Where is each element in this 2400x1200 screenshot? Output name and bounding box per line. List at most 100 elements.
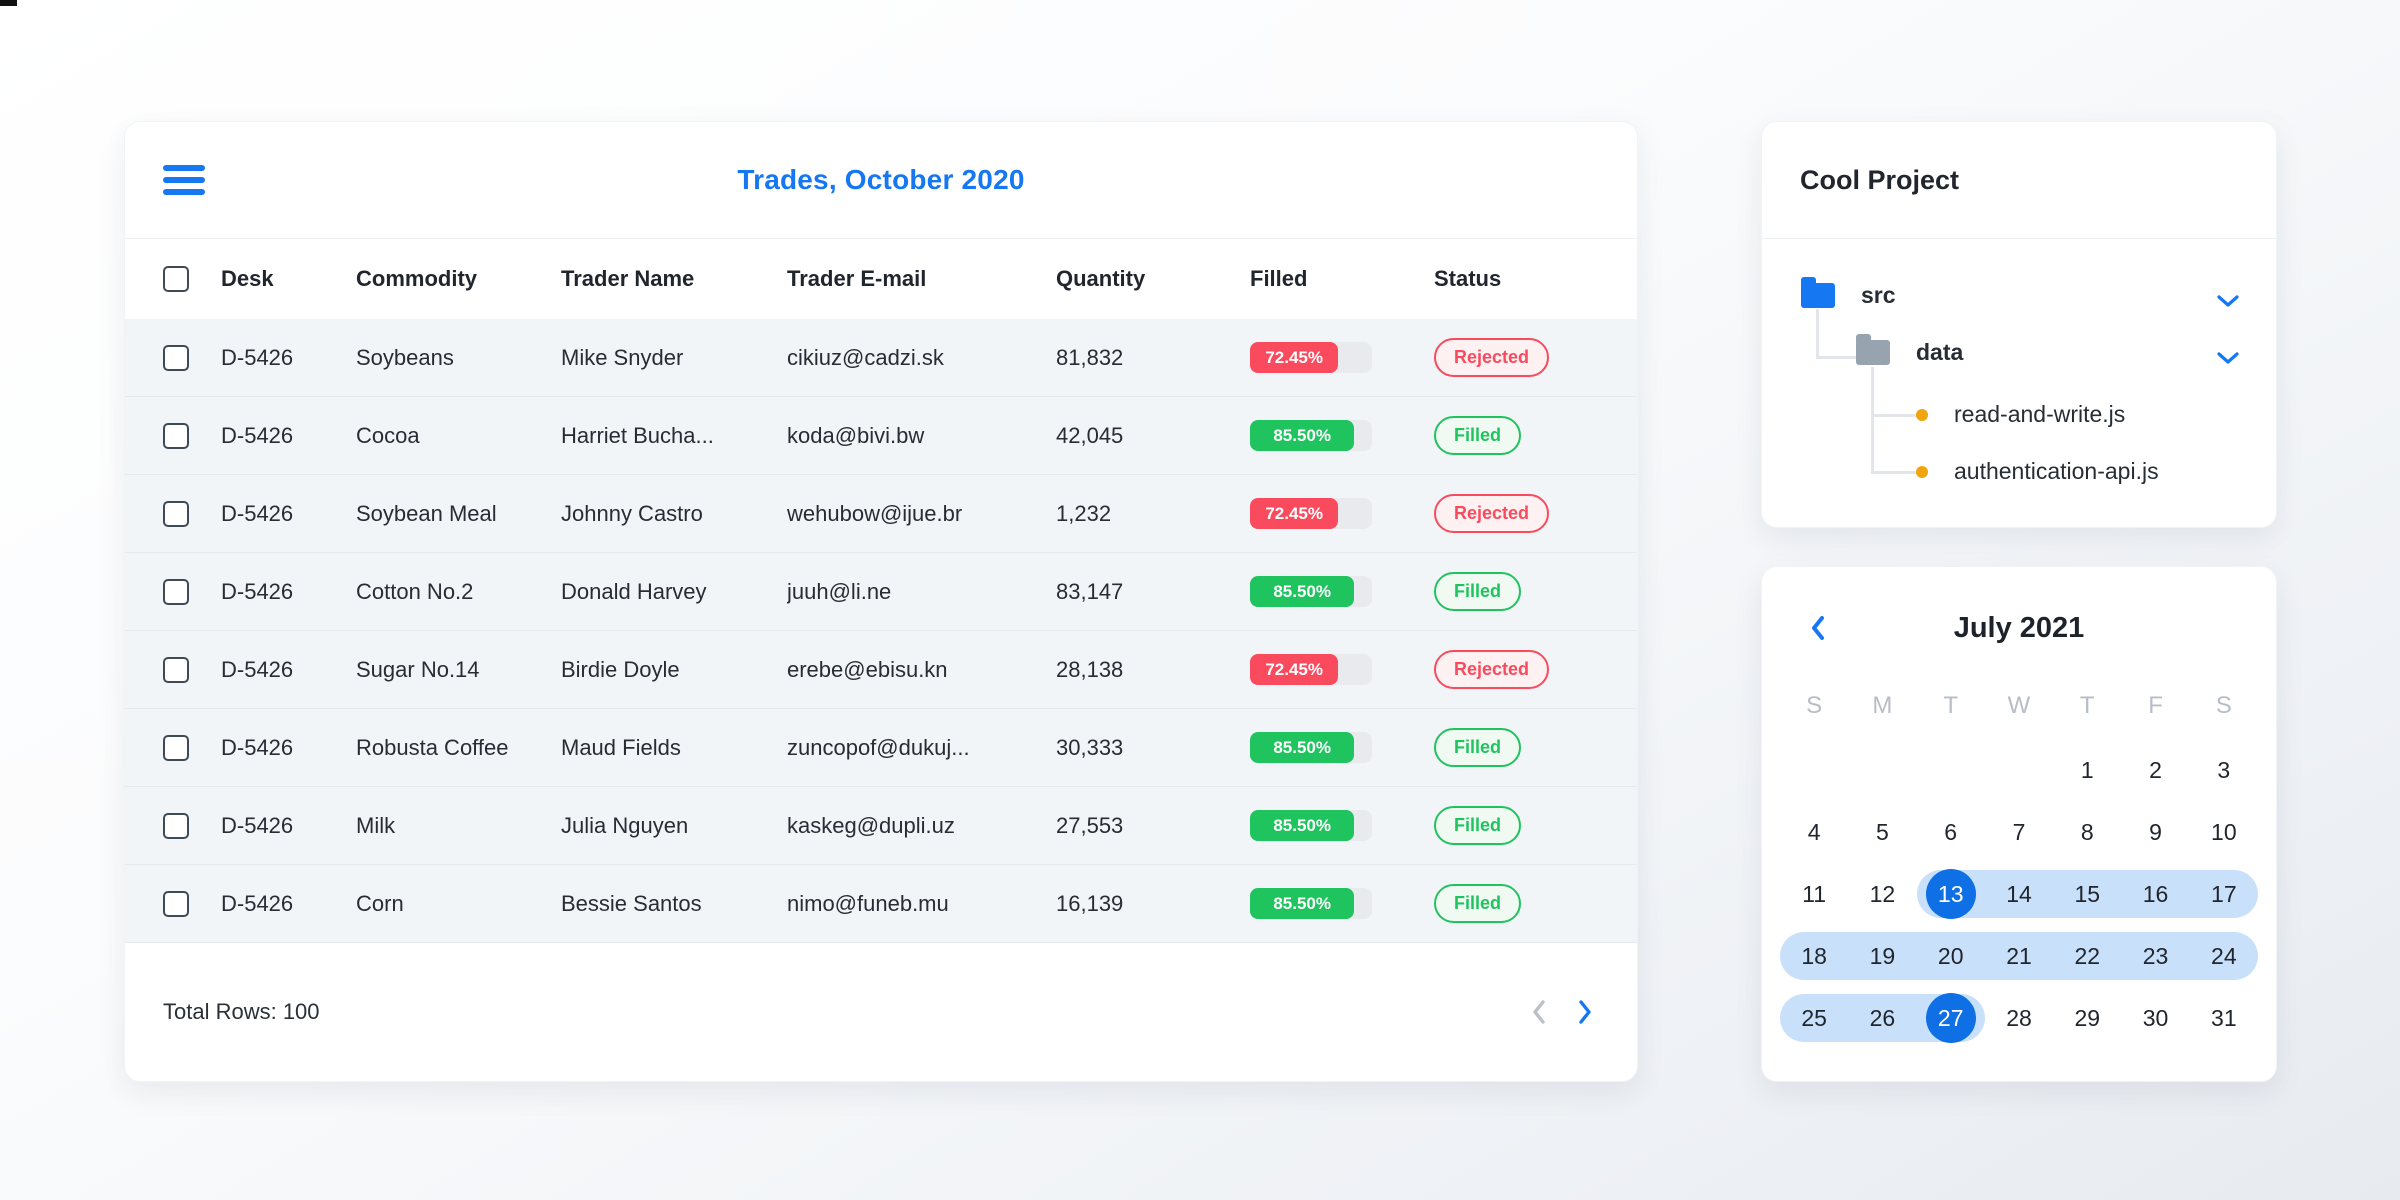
status-cell: Filled — [1434, 416, 1637, 455]
status-badge[interactable]: Filled — [1434, 572, 1522, 611]
status-cell: Filled — [1434, 884, 1637, 923]
date-range-highlight — [2053, 870, 2122, 918]
day-number[interactable]: 8 — [2080, 818, 2094, 845]
tree-item-src[interactable]: src — [1801, 277, 1896, 309]
desk-cell: D-5426 — [221, 812, 294, 838]
day-number[interactable]: 31 — [2211, 1004, 2237, 1031]
status-cell: Rejected — [1434, 338, 1637, 377]
row-checkbox[interactable] — [163, 422, 189, 449]
calendar-day-cell: 15 — [2053, 863, 2122, 925]
progress-fill: 85.50% — [1250, 576, 1355, 607]
calendar-day-cell: 20 — [1916, 925, 1985, 987]
row-checkbox[interactable] — [163, 656, 189, 683]
day-number[interactable]: 14 — [2006, 880, 2032, 907]
status-cell: Filled — [1434, 806, 1637, 845]
date-range-highlight — [2189, 870, 2258, 918]
row-checkbox[interactable] — [163, 500, 189, 527]
progress-bar: 85.50% — [1250, 576, 1372, 607]
calendar-day-cell: 3 — [2190, 739, 2258, 801]
row-checkbox-cell — [163, 734, 221, 761]
day-number[interactable]: 30 — [2142, 1004, 2169, 1031]
column-header: Quantity — [1056, 266, 1146, 291]
row-checkbox-cell — [163, 890, 221, 917]
day-number[interactable]: 4 — [1807, 818, 1821, 845]
day-number[interactable]: 9 — [2149, 818, 2162, 845]
day-number[interactable]: 26 — [1869, 1004, 1896, 1031]
day-number[interactable]: 12 — [1869, 880, 1896, 907]
date-range-highlight — [1916, 932, 1985, 980]
day-number[interactable]: 24 — [2211, 942, 2237, 969]
tree-connector — [1871, 414, 1919, 417]
day-number[interactable]: 3 — [2217, 756, 2231, 783]
day-number[interactable]: 22 — [2074, 942, 2101, 969]
prev-month-icon[interactable] — [1810, 615, 1826, 641]
row-checkbox[interactable] — [163, 890, 189, 917]
trader-name-cell: Maud Fields — [561, 734, 681, 760]
prev-page-icon[interactable] — [1531, 999, 1547, 1025]
selected-day[interactable]: 13 — [1925, 869, 1976, 919]
selected-day[interactable]: 27 — [1925, 993, 1976, 1043]
trader-email-cell: juuh@li.ne — [787, 578, 892, 604]
day-number[interactable]: 29 — [2074, 1004, 2101, 1031]
calendar-empty-cell — [1917, 739, 1985, 801]
quantity-cell: 1,232 — [1056, 500, 1112, 526]
day-number[interactable]: 2 — [2149, 756, 2162, 783]
status-badge[interactable]: Filled — [1434, 884, 1522, 923]
day-number[interactable]: 20 — [1937, 942, 1964, 969]
filled-cell: 72.45% — [1250, 342, 1434, 373]
date-range-highlight — [2121, 932, 2190, 980]
progress-bar: 85.50% — [1250, 732, 1372, 763]
status-badge[interactable]: Rejected — [1434, 650, 1550, 689]
commodity-cell: Soybean Meal — [356, 500, 497, 526]
calendar-day-cell: 6 — [1917, 801, 1985, 863]
row-checkbox[interactable] — [163, 812, 189, 839]
chevron-down-icon[interactable] — [2216, 351, 2240, 365]
status-badge[interactable]: Filled — [1434, 806, 1522, 845]
tree-item-data[interactable]: data — [1856, 334, 1963, 366]
status-badge[interactable]: Rejected — [1434, 494, 1550, 533]
tree-connector — [1871, 367, 1874, 474]
row-checkbox[interactable] — [163, 344, 189, 371]
calendar-day-cell: 19 — [1848, 925, 1917, 987]
desk-cell: D-5426 — [221, 578, 294, 604]
row-checkbox[interactable] — [163, 578, 189, 605]
commodity-cell: Corn — [356, 890, 404, 916]
day-number[interactable]: 21 — [2006, 942, 2032, 969]
chevron-down-icon[interactable] — [2216, 294, 2240, 308]
calendar-day-cell: 17 — [2189, 863, 2258, 925]
day-number[interactable]: 10 — [2211, 818, 2237, 845]
day-number[interactable]: 28 — [2006, 1004, 2032, 1031]
day-number[interactable]: 17 — [2211, 880, 2237, 907]
day-number[interactable]: 25 — [1801, 1004, 1827, 1031]
progress-fill: 72.45% — [1250, 654, 1339, 685]
day-number[interactable]: 15 — [2074, 880, 2101, 907]
menu-icon[interactable] — [163, 165, 205, 195]
day-of-week-label: M — [1872, 692, 1893, 719]
row-checkbox[interactable] — [163, 734, 189, 761]
status-badge[interactable]: Filled — [1434, 728, 1522, 767]
tree-item-authentication-api[interactable]: authentication-api.js — [1916, 458, 2159, 485]
trades-title: Trades, October 2020 — [737, 164, 1025, 195]
day-number[interactable]: 16 — [2142, 880, 2169, 907]
select-all-checkbox[interactable] — [163, 266, 189, 292]
status-badge[interactable]: Filled — [1434, 416, 1522, 455]
tree-item-read-and-write[interactable]: read-and-write.js — [1916, 401, 2125, 428]
day-number[interactable]: 7 — [2012, 818, 2026, 845]
table-row: D-5426 Milk Julia Nguyen kaskeg@dupli.uz 27,… — [125, 787, 1637, 865]
day-number[interactable]: 5 — [1876, 818, 1889, 845]
filled-cell: 85.50% — [1250, 810, 1434, 841]
status-badge[interactable]: Rejected — [1434, 338, 1550, 377]
tree-connector — [1871, 471, 1919, 474]
next-page-icon[interactable] — [1577, 999, 1593, 1025]
day-number[interactable]: 23 — [2142, 942, 2169, 969]
day-number[interactable]: 18 — [1801, 942, 1827, 969]
day-number[interactable]: 6 — [1944, 818, 1958, 845]
filled-cell: 85.50% — [1250, 888, 1434, 919]
day-number[interactable]: 19 — [1869, 942, 1896, 969]
day-number[interactable]: 11 — [1802, 880, 1827, 907]
row-checkbox-cell — [163, 812, 221, 839]
table-row: D-5426 Soybeans Mike Snyder cikiuz@cadzi.sk… — [125, 319, 1637, 397]
filled-cell: 85.50% — [1250, 732, 1434, 763]
day-number[interactable]: 1 — [2080, 756, 2094, 783]
day-of-week-label: S — [1806, 692, 1823, 719]
